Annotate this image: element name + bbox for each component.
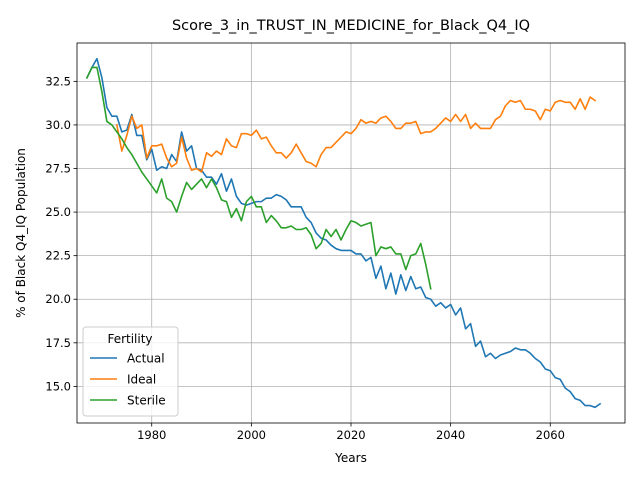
legend-label-ideal: Ideal bbox=[127, 373, 156, 387]
y-tick-label: 15.0 bbox=[45, 379, 71, 393]
x-tick-label: 1980 bbox=[137, 428, 166, 442]
y-tick-label: 17.5 bbox=[45, 336, 71, 350]
y-tick-label: 20.0 bbox=[45, 292, 71, 306]
legend-items: Actual Ideal Sterile bbox=[90, 352, 166, 408]
y-tick-label: 32.5 bbox=[45, 74, 71, 88]
y-tick-label: 27.5 bbox=[45, 162, 71, 176]
x-tick-label: 2000 bbox=[237, 428, 266, 442]
legend-label-actual: Actual bbox=[127, 352, 165, 366]
legend: Fertility Actual Ideal Sterile bbox=[82, 326, 179, 417]
series-line-sterile bbox=[85, 66, 432, 290]
x-axis-ticks: 1980 2000 2020 2040 2060 bbox=[137, 423, 565, 442]
series-layer bbox=[85, 57, 602, 409]
y-tick-label: 25.0 bbox=[45, 205, 71, 219]
x-tick-label: 2020 bbox=[336, 428, 365, 442]
series-line-actual bbox=[85, 57, 602, 409]
chart-title: Score_3_in_TRUST_IN_MEDICINE_for_Black_Q… bbox=[172, 18, 530, 34]
x-axis-label: Years bbox=[334, 451, 367, 465]
y-tick-label: 22.5 bbox=[45, 249, 71, 263]
y-axis-ticks: 15.0 17.5 20.0 22.5 25.0 27.5 30.0 32.5 bbox=[45, 74, 77, 393]
x-tick-label: 2060 bbox=[536, 428, 565, 442]
legend-box bbox=[82, 326, 179, 417]
y-axis-label: % of Black Q4_IQ Population bbox=[14, 148, 28, 318]
x-tick-label: 2040 bbox=[436, 428, 465, 442]
legend-title: Fertility bbox=[107, 332, 152, 346]
series-line-ideal bbox=[115, 96, 597, 173]
y-gridlines bbox=[77, 80, 625, 387]
y-tick-label: 30.0 bbox=[45, 118, 71, 132]
legend-label-sterile: Sterile bbox=[127, 394, 166, 408]
